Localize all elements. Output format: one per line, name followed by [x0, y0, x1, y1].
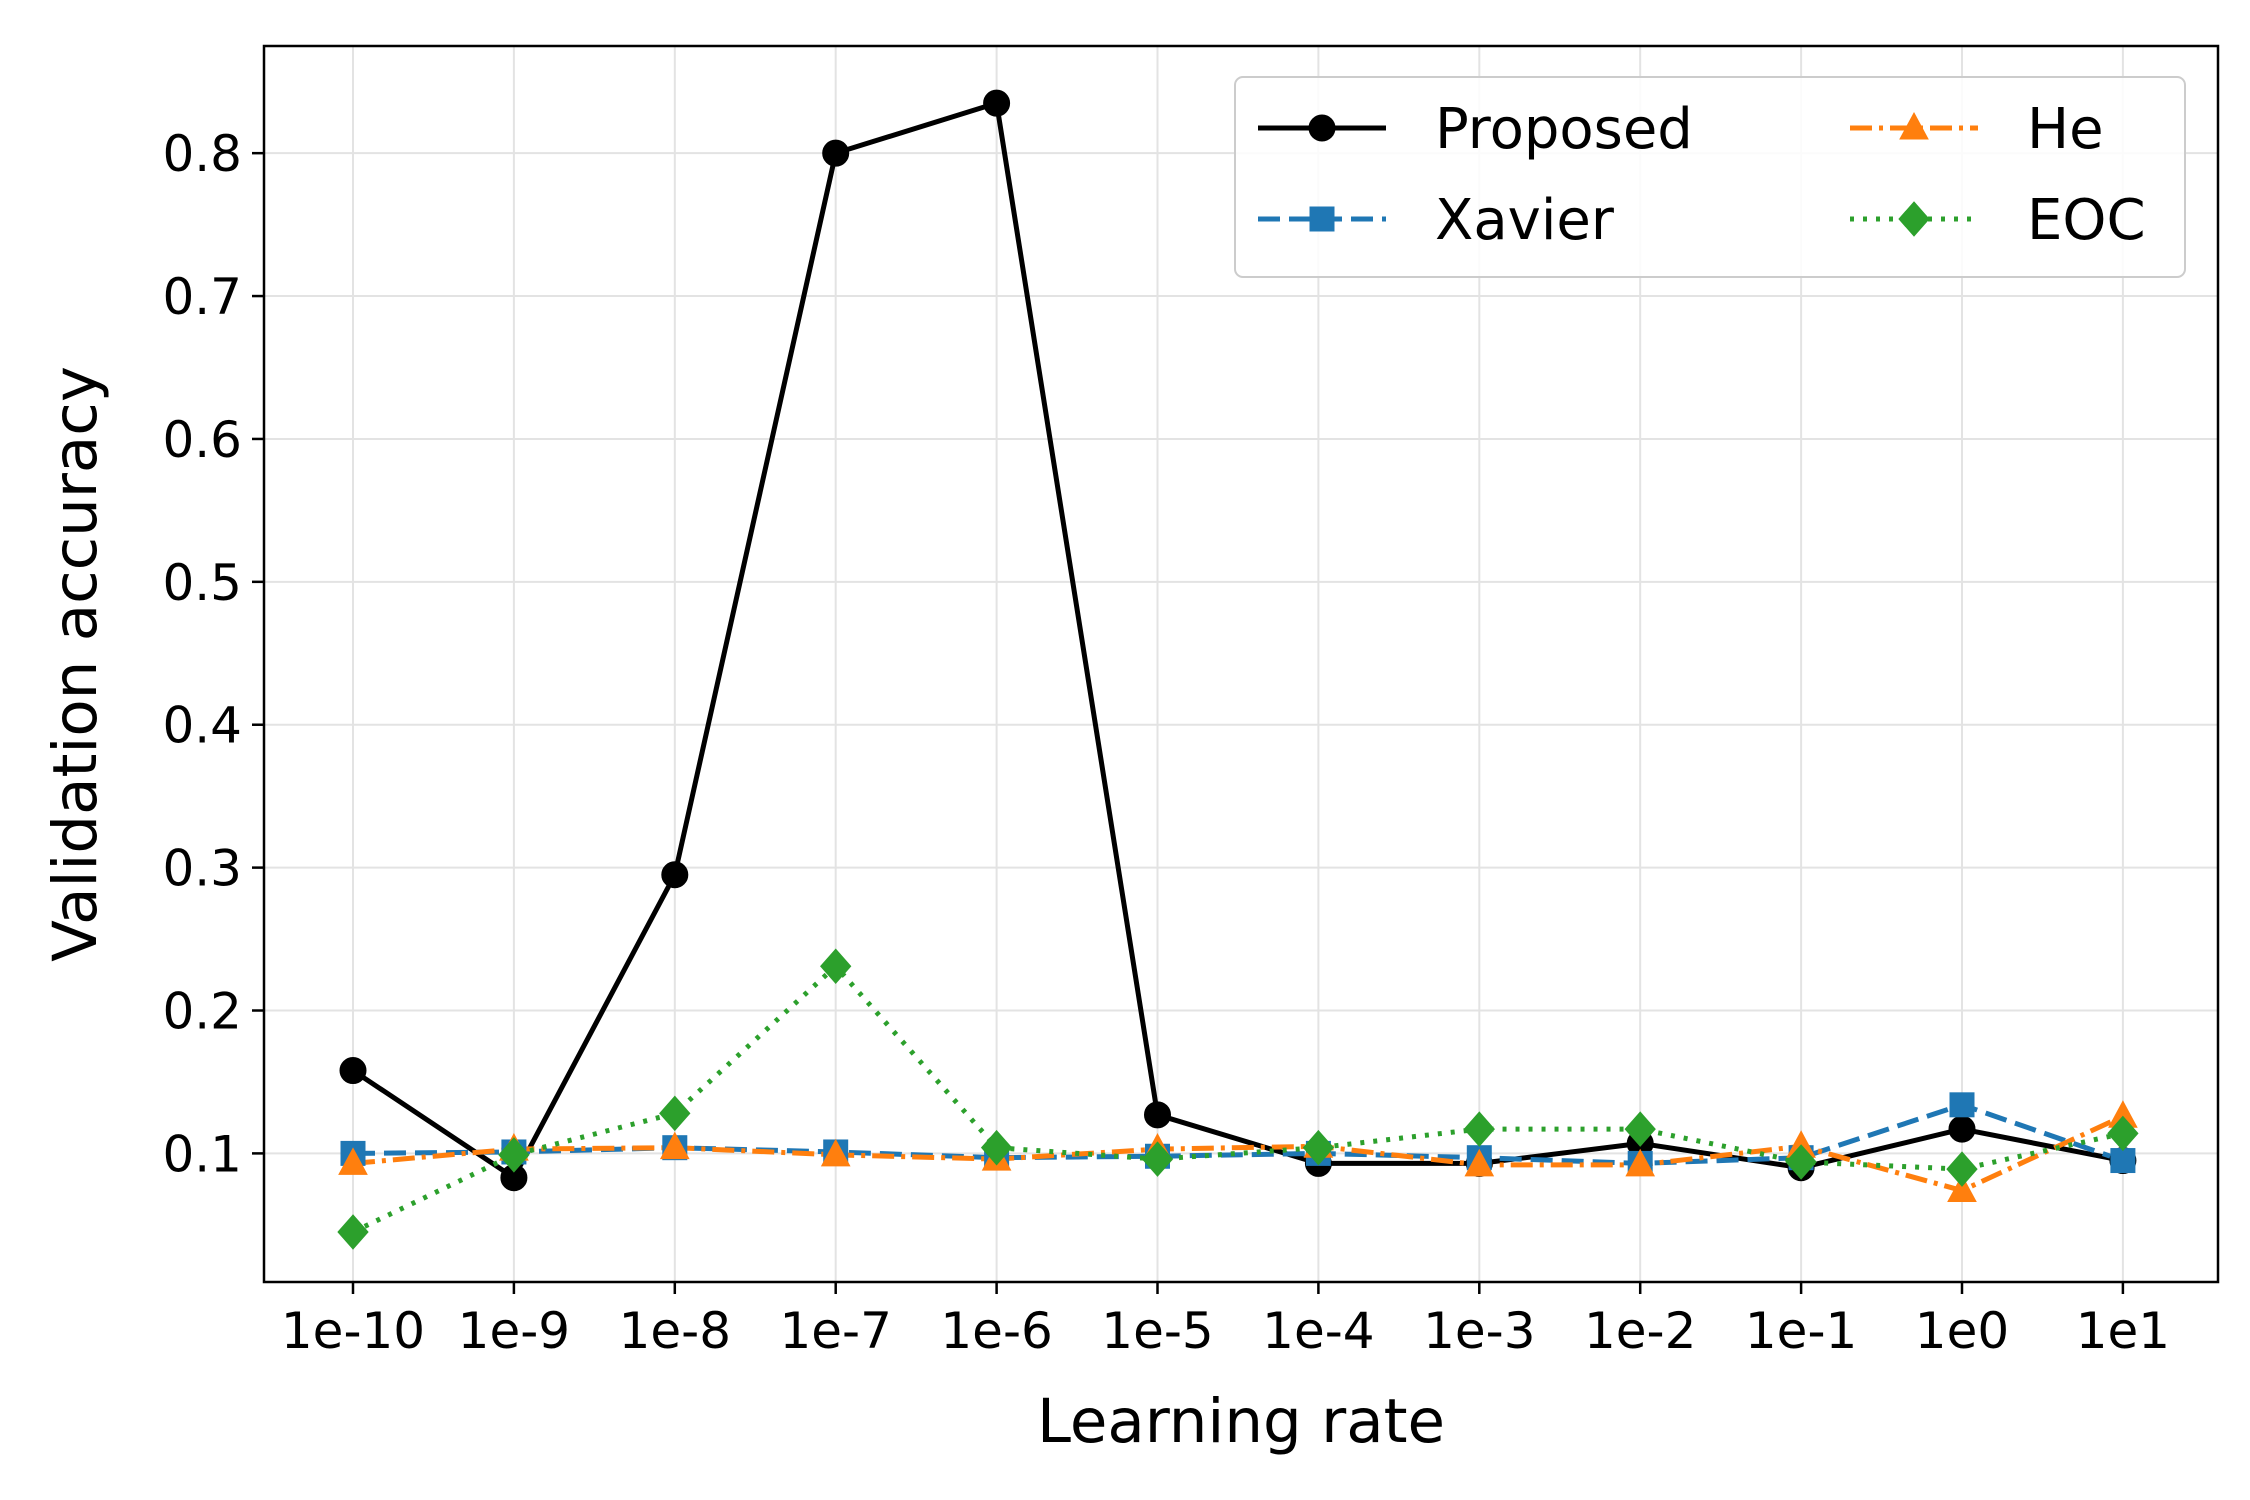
eoc-series-line: [351, 963, 2124, 1235]
xavier-marker: [2110, 1148, 2136, 1174]
series-lines: [351, 100, 2124, 1235]
x-tick-label: 1e-3: [1423, 1302, 1535, 1360]
eoc-marker: [1141, 1141, 1174, 1177]
legend-label: Proposed: [1435, 97, 1693, 162]
x-tick-label: 1e-6: [940, 1302, 1052, 1360]
y-tick-label: 0.3: [162, 840, 242, 898]
eoc-marker: [1785, 1144, 1817, 1180]
he-marker: [659, 1131, 690, 1160]
eoc-marker: [659, 1095, 691, 1132]
legend-he-marker: [1899, 111, 1929, 140]
x-tick-label: 1e-5: [1101, 1302, 1213, 1360]
y-axis-title: Validation accuracy: [40, 366, 111, 962]
eoc-marker: [1463, 1111, 1495, 1147]
he-marker: [1464, 1148, 1495, 1177]
he-series-line: [352, 1113, 2124, 1194]
he-marker: [1947, 1174, 1977, 1203]
he-marker: [338, 1147, 368, 1175]
axis-ticks: [252, 151, 2125, 1294]
x-tick-labels: 1e-10 1e-9 1e-8 1e-7 1e-6 1e-5 1e-4 1e-3 1e-2 1e-…: [281, 1302, 2170, 1360]
proposed-marker: [1144, 1101, 1171, 1129]
y-tick-label: 0.1: [162, 1125, 242, 1183]
y-tick-label: 0.5: [162, 554, 242, 612]
legend: Proposed Xavier He EOC: [1234, 76, 2186, 278]
x-tick-label: 1e-4: [1262, 1302, 1374, 1360]
eoc-marker: [498, 1137, 530, 1173]
eoc-marker: [1302, 1129, 1335, 1166]
legend-label: EOC: [2027, 188, 2146, 253]
x-tick-label: 1e-2: [1584, 1302, 1696, 1360]
y-tick-label: 0.8: [162, 125, 242, 183]
series-markers: [337, 89, 2139, 1250]
proposed-marker: [822, 139, 850, 167]
proposed-marker: [1948, 1115, 1976, 1143]
eoc-marker: [2107, 1115, 2139, 1152]
x-tick-label: 1e-7: [779, 1302, 891, 1360]
legend-label: He: [2027, 97, 2104, 162]
legend-proposed-marker: [1308, 114, 1336, 142]
x-axis-title: Learning rate: [1037, 1386, 1445, 1457]
eoc-marker: [337, 1214, 369, 1250]
proposed-marker: [339, 1057, 367, 1085]
proposed-marker: [983, 89, 1011, 117]
eoc-marker: [820, 948, 852, 984]
y-tick-labels: 0.1 0.2 0.3 0.4 0.5 0.6 0.7 0.8: [162, 125, 242, 1183]
x-tick-label: 1e-1: [1745, 1302, 1857, 1360]
he-marker: [820, 1138, 851, 1167]
x-tick-label: 1e-9: [458, 1302, 570, 1360]
x-tick-label: 1e0: [1915, 1302, 2009, 1360]
y-tick-label: 0.2: [162, 983, 242, 1041]
y-tick-label: 0.4: [162, 697, 242, 755]
legend-xavier-marker: [1309, 206, 1335, 232]
x-tick-label: 1e-10: [281, 1302, 425, 1360]
eoc-marker: [1624, 1111, 1656, 1147]
y-tick-label: 0.7: [162, 268, 242, 326]
legend-eoc-marker: [1898, 201, 1930, 237]
x-tick-label: 1e-8: [619, 1302, 731, 1360]
plot-frame: [262, 44, 2220, 1284]
x-tick-label: 1e1: [2076, 1302, 2170, 1360]
legend-label: Xavier: [1435, 188, 1615, 253]
xavier-marker: [1949, 1092, 1975, 1118]
he-marker: [1625, 1148, 1656, 1177]
eoc-marker: [1946, 1151, 1978, 1187]
proposed-marker: [661, 861, 689, 889]
y-tick-label: 0.6: [162, 411, 242, 469]
eoc-marker: [980, 1129, 1013, 1166]
